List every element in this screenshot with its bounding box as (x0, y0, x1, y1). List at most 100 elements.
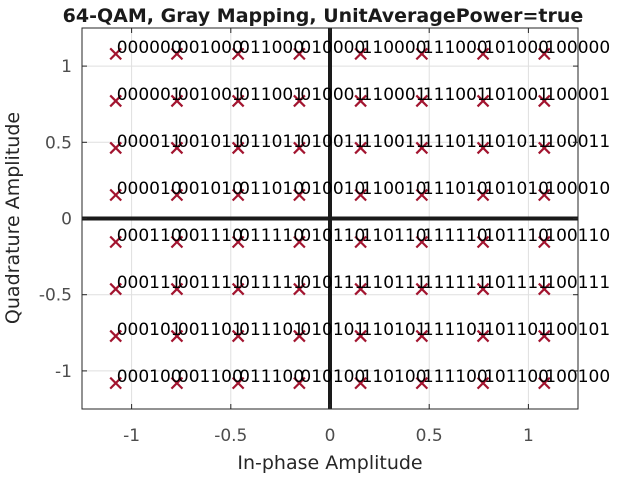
marker-stroke (293, 47, 306, 61)
marker-stroke (476, 282, 490, 296)
x-tick-label: 0 (325, 426, 336, 446)
data-point-label: 101101 (484, 320, 549, 340)
marker-stroke (293, 329, 306, 343)
marker-stroke (538, 47, 551, 61)
data-point-label: 000011 (117, 132, 182, 152)
marker-stroke (170, 188, 184, 202)
data-point-label: 111000 (423, 38, 488, 58)
y-tick-label: 1 (61, 57, 72, 77)
data-point-marker (109, 141, 122, 155)
data-point-marker (538, 141, 551, 155)
marker-stroke (109, 376, 122, 390)
x-tick-label: -0.5 (214, 426, 247, 446)
y-tick-label: -1 (55, 362, 72, 382)
marker-stroke (109, 235, 122, 249)
data-point-label: 000101 (117, 320, 182, 340)
marker-stroke (415, 94, 429, 108)
data-point-label: 001110 (178, 226, 243, 246)
data-point-marker (231, 282, 245, 296)
data-point-label: 001010 (178, 179, 243, 199)
data-point-marker (231, 235, 245, 249)
data-point-marker (293, 141, 306, 155)
data-point-label: 111111 (423, 273, 488, 293)
data-point-marker (415, 94, 429, 108)
data-point-label: 110100 (362, 367, 427, 387)
data-point-marker (170, 282, 184, 296)
data-point-marker (476, 47, 490, 61)
data-point-marker (538, 329, 551, 343)
data-point-marker (231, 188, 245, 202)
data-point-marker (415, 141, 429, 155)
marker-stroke (538, 188, 551, 202)
marker-stroke (231, 376, 245, 390)
marker-stroke (293, 282, 306, 296)
data-point-marker (231, 376, 245, 390)
data-point-label: 110000 (362, 38, 427, 58)
data-point-label: 000001 (117, 85, 182, 105)
marker-stroke (476, 235, 490, 249)
zero-axes (82, 28, 578, 409)
marker-stroke (538, 329, 551, 343)
marker-stroke (170, 94, 184, 108)
data-point-marker (170, 329, 184, 343)
marker-stroke (538, 94, 551, 108)
data-point-marker (293, 329, 306, 343)
data-point-marker (170, 94, 184, 108)
marker-stroke (415, 235, 429, 249)
marker-stroke (293, 94, 306, 108)
data-point-marker (538, 94, 551, 108)
marker-stroke (109, 329, 122, 343)
data-point-label: 111100 (423, 367, 488, 387)
data-point-marker (476, 94, 490, 108)
data-point-marker (354, 282, 367, 296)
marker-stroke (293, 141, 306, 155)
data-point-marker (293, 235, 306, 249)
marker-stroke (109, 47, 122, 61)
marker-stroke (415, 141, 429, 155)
data-point-marker (170, 376, 184, 390)
marker-stroke (231, 94, 245, 108)
data-point-marker (538, 235, 551, 249)
data-point-label: 110010 (362, 179, 427, 199)
data-point-label: 001101 (178, 320, 243, 340)
marker-stroke (538, 235, 551, 249)
marker-stroke (170, 235, 184, 249)
marker-stroke (538, 141, 551, 155)
marker-stroke (293, 235, 306, 249)
data-point-label: 010111 (300, 273, 365, 293)
data-point-marker (476, 141, 490, 155)
marker-stroke (476, 94, 490, 108)
x-axis-ticks: -1 -0.5 0 0.5 1 (123, 28, 534, 446)
data-point-label: 001000 (178, 38, 243, 58)
data-point-marker (231, 329, 245, 343)
data-point-marker (354, 188, 367, 202)
data-point-marker (109, 188, 122, 202)
marker-stroke (415, 47, 429, 61)
data-point-marker (354, 141, 367, 155)
data-point-marker (476, 282, 490, 296)
data-point-label: 001011 (178, 132, 243, 152)
marker-stroke (231, 188, 245, 202)
data-point-marker (109, 376, 122, 390)
data-point-label: 011011 (239, 132, 304, 152)
data-point-label: 000000 (117, 38, 182, 58)
data-point-label: 111010 (423, 179, 488, 199)
x-tick-label: 1 (523, 426, 534, 446)
y-tick-label: -0.5 (39, 286, 72, 306)
data-point-label: 000110 (117, 226, 182, 246)
data-point-label: 101110 (484, 226, 549, 246)
data-point-label: 000100 (117, 367, 182, 387)
marker-stroke (415, 282, 429, 296)
data-point-marker (170, 141, 184, 155)
data-point-marker (170, 47, 184, 61)
data-point-marker (476, 235, 490, 249)
data-point-marker (231, 94, 245, 108)
data-point-label: 101111 (484, 273, 549, 293)
marker-stroke (170, 47, 184, 61)
data-point-marker (354, 47, 367, 61)
data-point-marker (354, 329, 367, 343)
data-point-label: 011001 (239, 85, 304, 105)
data-point-label: 000010 (117, 179, 182, 199)
marker-stroke (231, 282, 245, 296)
data-point-label: 000111 (117, 273, 182, 293)
